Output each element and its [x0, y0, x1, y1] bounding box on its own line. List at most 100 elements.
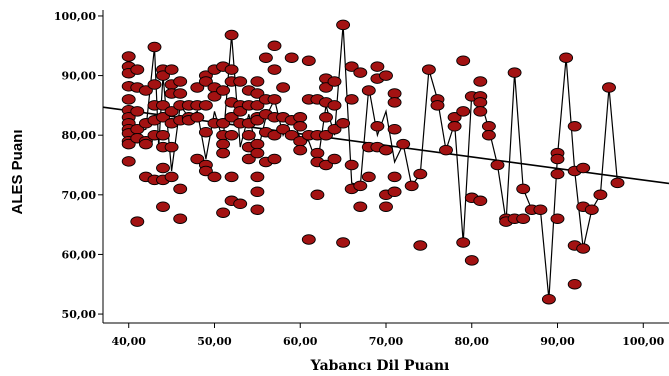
- data-point: [207, 171, 222, 183]
- data-point: [216, 138, 231, 150]
- data-point: [576, 162, 591, 174]
- data-point: [516, 183, 531, 195]
- data-point: [173, 183, 188, 195]
- data-point: [379, 70, 393, 81]
- data-point: [584, 204, 599, 215]
- data-point: [216, 118, 231, 129]
- data-point: [456, 106, 471, 117]
- x-tick-label: 50,00: [197, 335, 232, 348]
- data-point: [164, 64, 179, 75]
- data-point: [464, 255, 479, 266]
- data-point: [276, 123, 291, 135]
- data-point: [216, 147, 231, 159]
- data-point: [567, 278, 582, 290]
- data-point: [284, 129, 299, 141]
- data-point: [147, 41, 162, 53]
- data-point: [190, 112, 205, 123]
- x-tick-label: 70,00: [369, 335, 404, 348]
- data-point: [198, 126, 213, 138]
- data-point: [156, 162, 170, 174]
- data-point: [559, 52, 574, 63]
- data-point: [481, 121, 496, 132]
- data-point: [164, 106, 179, 117]
- x-tick-label: 60,00: [283, 335, 318, 348]
- data-point: [267, 64, 282, 75]
- data-point: [473, 76, 488, 87]
- data-point: [190, 82, 205, 93]
- y-tick-label: 80,00: [62, 129, 97, 142]
- data-point: [293, 121, 308, 132]
- data-point: [473, 106, 488, 117]
- data-point: [404, 180, 419, 192]
- data-point: [276, 82, 291, 93]
- data-point: [164, 171, 179, 183]
- data-point: [207, 91, 222, 102]
- data-point: [130, 64, 145, 75]
- data-point: [233, 106, 248, 117]
- data-point: [121, 156, 136, 167]
- y-axis-ticks: 50,00 60,00 70,00 80,00 90,00 100,00: [54, 10, 103, 321]
- data-point: [421, 64, 436, 75]
- data-point: [379, 201, 393, 212]
- data-point: [250, 147, 265, 159]
- data-point: [361, 171, 376, 183]
- data-point: [121, 51, 136, 62]
- data-point: [156, 70, 170, 81]
- data-point: [396, 138, 411, 150]
- data-point: [258, 52, 273, 63]
- data-point: [533, 204, 548, 215]
- data-point: [344, 159, 359, 171]
- data-point: [361, 85, 376, 96]
- y-tick-label: 100,00: [54, 10, 96, 23]
- data-point: [224, 112, 239, 123]
- y-axis-title: ALES Puanı: [9, 129, 26, 214]
- x-axis-title: Yabancı Dil Puanı: [310, 358, 450, 374]
- data-point: [173, 76, 188, 87]
- data-point: [156, 201, 170, 212]
- data-point: [224, 64, 239, 75]
- data-point: [567, 121, 582, 132]
- data-point: [173, 88, 188, 99]
- data-point: [602, 82, 616, 93]
- data-point: [173, 213, 188, 224]
- data-point: [250, 186, 265, 198]
- data-point: [387, 123, 402, 135]
- data-point: [130, 106, 145, 117]
- data-point: [550, 213, 565, 224]
- x-tick-label: 80,00: [455, 335, 490, 348]
- data-point: [387, 171, 402, 183]
- data-point: [233, 198, 248, 210]
- x-tick-label: 100,00: [622, 335, 664, 348]
- data-point: [353, 180, 368, 192]
- data-point: [284, 52, 299, 63]
- data-point: [250, 171, 265, 183]
- x-axis-ticks: 40,00 50,00 60,00 70,00 80,00 90,00 100,00: [112, 323, 665, 348]
- data-point: [550, 153, 565, 165]
- data-point: [353, 67, 368, 78]
- data-point: [250, 115, 265, 126]
- data-point: [250, 76, 265, 87]
- data-point: [576, 243, 591, 254]
- data-point: [541, 293, 556, 305]
- data-point: [473, 195, 488, 207]
- y-tick-label: 60,00: [62, 248, 97, 261]
- y-tick-label: 70,00: [62, 189, 97, 202]
- data-point: [319, 82, 333, 93]
- data-point: [353, 201, 368, 212]
- data-point: [267, 94, 282, 105]
- data-point: [267, 129, 282, 141]
- data-point: [550, 168, 565, 180]
- data-point: [138, 85, 153, 96]
- data-point: [190, 153, 205, 165]
- data-point: [456, 237, 471, 248]
- data-point: [327, 153, 342, 165]
- data-point: [216, 85, 231, 96]
- y-tick-label: 90,00: [62, 70, 97, 83]
- data-point: [336, 19, 351, 31]
- data-point: [198, 100, 213, 111]
- data-point: [250, 100, 265, 111]
- data-point: [147, 79, 162, 90]
- data-point: [216, 207, 231, 218]
- data-point: [233, 76, 248, 87]
- data-point: [164, 141, 179, 153]
